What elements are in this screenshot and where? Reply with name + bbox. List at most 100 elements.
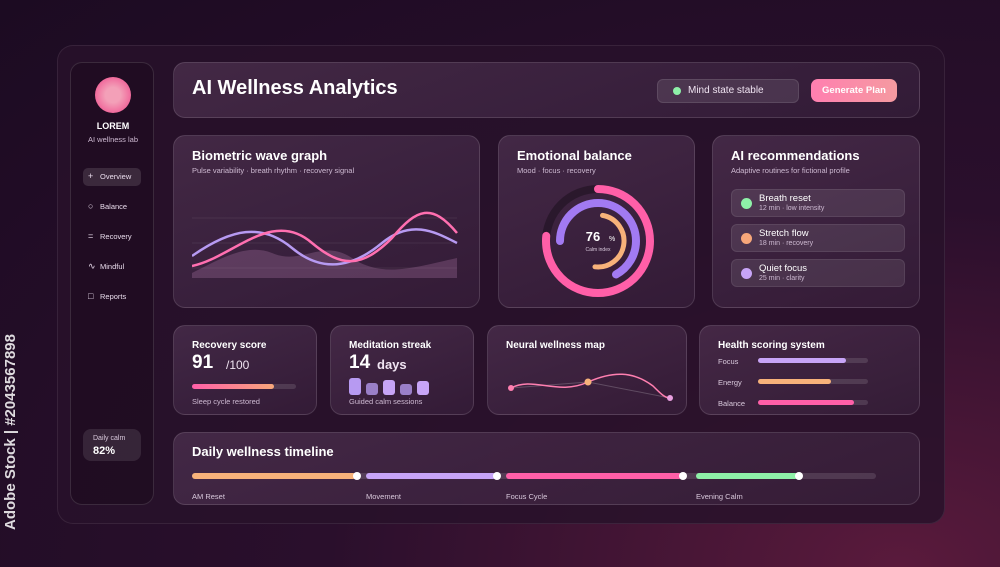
timeline-label: AM Reset (192, 492, 225, 501)
card-caption: Sleep cycle restored (192, 397, 260, 406)
streak-value: 14 (349, 352, 371, 373)
recommendation-dot (741, 268, 752, 279)
card-subtitle: Adaptive routines for fictional profile (731, 166, 850, 175)
wave-graph (192, 211, 458, 278)
recommendation-detail: 12 min · low intensity (759, 205, 825, 212)
recommendation-detail: 18 min · recovery (759, 240, 814, 247)
nav-item[interactable]: ∿ Mindful (83, 258, 141, 276)
gauge-value: 76 (586, 229, 600, 244)
nav-icon: = (88, 231, 94, 241)
neural-map (508, 373, 673, 401)
watermark: Adobe Stock | #2043567898 (2, 334, 19, 530)
card-title: Recovery score (192, 340, 267, 351)
recommendations-card: AI recommendations Adaptive routines for… (712, 135, 920, 308)
status-pill: Mind state stable (657, 79, 799, 103)
recovery-track (192, 384, 296, 389)
streak-blocks (349, 378, 429, 395)
status-text: Mind state stable (688, 85, 764, 96)
metric-bar (758, 379, 831, 384)
nav-item[interactable]: = Recovery (83, 228, 141, 246)
nav-item[interactable]: □ Reports (83, 288, 141, 306)
timeline-card: Daily wellness timeline AM Reset Movement… (173, 432, 920, 505)
metric-track (758, 400, 868, 405)
metric-label: Energy (718, 378, 742, 387)
metric-track (758, 358, 868, 363)
gauge-unit: % (609, 236, 615, 243)
card-caption: Guided calm sessions (349, 397, 423, 406)
daily-calm-label: Daily calm (93, 435, 126, 442)
card-title: Meditation streak (349, 340, 432, 351)
recommendation-name: Stretch flow (759, 228, 809, 239)
sidebar: LOREM AI wellness lab + Overview ○ Balance =… (70, 62, 154, 505)
metric-label: Focus (718, 357, 739, 366)
timeline-label: Focus Cycle (506, 492, 548, 501)
card-subtitle: Mood · focus · recovery (517, 166, 596, 175)
nav-icon: □ (88, 291, 94, 301)
recovery-max: /100 (226, 358, 250, 372)
timeline-segment (366, 473, 496, 479)
recovery-card: Recovery score 91 /100 Sleep cycle resto… (173, 325, 317, 415)
nav-label[interactable]: Overview (100, 172, 132, 181)
card-title: Emotional balance (517, 148, 632, 163)
button-label[interactable]: Generate Plan (822, 85, 886, 96)
nav-label[interactable]: Reports (100, 292, 127, 301)
recommendation-dot (741, 233, 752, 244)
balance-gauge: 76 % Calm index (542, 185, 654, 297)
card-title: Health scoring system (718, 340, 825, 351)
brand-subtitle: AI wellness lab (87, 135, 139, 144)
timeline-segment (506, 473, 682, 479)
recovery-bar (192, 384, 274, 389)
avatar (95, 77, 131, 113)
neural-card: Neural wellness map (487, 325, 687, 415)
recommendation-item[interactable]: Stretch flow 18 min · recovery (731, 224, 905, 252)
nav-item[interactable]: + Overview (83, 168, 141, 186)
meditation-card: Meditation streak 14 days Guided calm se… (330, 325, 474, 415)
recommendation-name: Quiet focus (759, 263, 808, 274)
metric-label: Balance (718, 399, 746, 408)
metric-track (758, 379, 868, 384)
timeline-label: Movement (366, 492, 402, 501)
streak-unit: days (377, 357, 407, 372)
gauge-inner (569, 212, 627, 270)
metric-bar (758, 358, 846, 363)
gauge-caption: Calm index (585, 247, 611, 253)
timeline-segment (696, 473, 798, 479)
recommendation-name: Breath reset (759, 193, 811, 204)
nav-icon: ∿ (88, 261, 96, 271)
nav-label[interactable]: Mindful (100, 262, 125, 271)
recommendation-item[interactable]: Breath reset 12 min · low intensity (731, 189, 905, 217)
card-title: Daily wellness timeline (192, 444, 334, 459)
timeline-handle (795, 472, 803, 480)
header: AI Wellness Analytics Mind state stable … (173, 62, 920, 118)
card-title: AI recommendations (731, 148, 860, 163)
recommendation-item[interactable]: Quiet focus 25 min · clarity (731, 259, 905, 287)
brand: LOREM (96, 121, 130, 131)
recommendation-detail: 25 min · clarity (759, 275, 805, 282)
timeline-handle (493, 472, 501, 480)
nav-icon: + (88, 171, 94, 181)
nav-label[interactable]: Recovery (100, 232, 132, 241)
biometric-card: Biometric wave graph Pulse variability ·… (173, 135, 480, 308)
pulse-wave (192, 211, 458, 268)
generate-plan-button[interactable]: Generate Plan (811, 79, 897, 102)
timeline-label: Evening Calm (696, 492, 743, 501)
recovery-score: 91 (192, 352, 214, 373)
nav-label[interactable]: Balance (100, 202, 128, 211)
breath-wave (192, 228, 458, 266)
gauge-outer (542, 185, 654, 297)
emotional-card: Emotional balance Mood · focus · recover… (498, 135, 695, 308)
status-dot (673, 87, 681, 95)
recommendation-dot (741, 198, 752, 209)
daily-calm: Daily calm 82% (83, 429, 141, 461)
timeline-handle (353, 472, 361, 480)
card-title: Biometric wave graph (192, 148, 328, 163)
timeline-segment (192, 473, 356, 479)
card-title: Neural wellness map (506, 340, 605, 351)
nav-icon: ○ (88, 201, 94, 211)
gauge-middle (556, 199, 640, 283)
nav-item[interactable]: ○ Balance (83, 198, 141, 216)
card-subtitle: Pulse variability · breath rhythm · reco… (192, 166, 355, 175)
metric-bar (758, 400, 854, 405)
health-card: Health scoring system Focus Energy Balance (699, 325, 920, 415)
